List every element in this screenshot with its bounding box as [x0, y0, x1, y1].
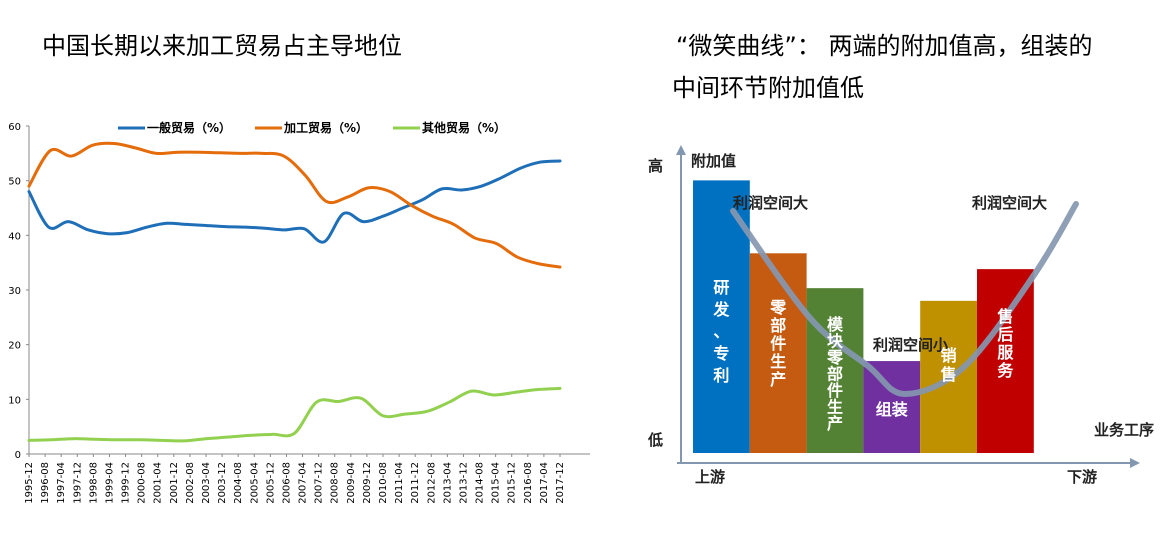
bar-label-6: 售后服务: [997, 307, 1014, 380]
curve-label-left: 利润空间大: [733, 194, 808, 212]
trade-share-line-chart: 0 10 20 30 40 50 60 1995-12 1996-08 1997-04 1997-1…: [8, 120, 590, 504]
x-tick-label: 1996-08: [40, 462, 51, 504]
bar-4: [863, 361, 921, 453]
x-tick-label: 2007-12: [314, 462, 325, 504]
x-axis-title: 业务工序: [1094, 421, 1154, 439]
bar-3: [806, 288, 864, 453]
x-tick-label: 2001-04: [153, 462, 164, 504]
x-tick-label: 2015-04: [491, 462, 502, 504]
y-tick-label: 60: [8, 122, 21, 133]
x-tick-label: 2017-04: [539, 462, 550, 504]
x-axis-arrow: [1130, 458, 1140, 468]
x-tick-label: 2013-04: [442, 462, 453, 504]
y-tick-label: 20: [8, 341, 21, 352]
series-line-3: [27, 386, 562, 443]
x-tick-label: 1997-12: [72, 462, 83, 504]
x-axis-start-label: 上游: [695, 468, 725, 486]
x-tick-label: 2003-12: [217, 462, 228, 504]
bar-1: [693, 180, 750, 453]
x-tick-label: 2006-08: [281, 462, 292, 504]
x-tick-label: 2003-04: [201, 462, 212, 504]
x-tick-label: 2008-08: [330, 462, 341, 504]
y-axis-arrow: [676, 145, 686, 155]
x-tick-label: 2014-08: [475, 462, 486, 504]
bar-label-4: 组装: [876, 400, 908, 419]
right-chart-title-line1: “微笑曲线”： 两端的附加值高，组装的: [676, 32, 1093, 60]
curve-label-right: 利润空间大: [972, 194, 1047, 212]
x-tick-label: 2012-08: [426, 462, 437, 504]
y-tick-label: 0: [15, 450, 21, 461]
y-tick-label: 30: [8, 286, 21, 297]
bar-2: [749, 253, 807, 453]
y-tick-label: 10: [8, 395, 21, 406]
bar-label-3: 模块零部件生产: [826, 315, 844, 433]
series-line-2: [27, 141, 562, 269]
y-axis-high-label: 高: [648, 157, 663, 175]
left-chart-title: 中国长期以来加工贸易占主导地位: [42, 32, 402, 60]
x-tick-label: 1999-04: [104, 462, 115, 504]
legend-label-2: 加工贸易（%）: [283, 120, 368, 135]
x-tick-label: 2007-04: [298, 462, 309, 504]
x-tick-label: 2010-08: [378, 462, 389, 504]
x-tick-label: 2016-08: [523, 462, 534, 504]
x-tick-label: 2002-08: [185, 462, 196, 504]
curve-label-middle: 利润空间小: [873, 336, 948, 354]
x-tick-label: 2005-12: [265, 462, 276, 504]
x-tick-label: 2004-08: [233, 462, 244, 504]
right-chart-title-line2: 中间环节附加值低: [672, 74, 864, 102]
x-tick-label: 2009-04: [346, 462, 357, 504]
bar-5: [920, 300, 977, 453]
x-tick-label: 2015-12: [507, 462, 518, 504]
y-tick-label: 50: [8, 177, 21, 188]
y-axis-low-label: 低: [647, 431, 663, 449]
x-tick-label: 1995-12: [24, 462, 35, 504]
bar-label-1: 研发、专利: [712, 278, 730, 385]
x-tick-label: 2005-04: [249, 462, 260, 504]
x-tick-label: 2011-12: [410, 462, 421, 504]
x-tick-label: 2013-12: [458, 462, 469, 504]
x-axis-end-label: 下游: [1067, 468, 1097, 486]
x-tick-label: 2017-12: [555, 462, 566, 504]
bar-label-5: 销售: [941, 346, 957, 384]
series-line-1: [27, 159, 562, 244]
y-axis-title: 附加值: [691, 152, 736, 170]
smile-curve-line: [730, 201, 1079, 398]
bar-6: [977, 269, 1034, 453]
x-tick-label: 2011-04: [394, 462, 405, 504]
x-tick-label: 2009-12: [362, 462, 373, 504]
bar-label-2: 零部件生产: [769, 298, 787, 389]
legend-label-1: 一般贸易（%）: [147, 120, 231, 135]
x-tick-label: 2001-12: [169, 462, 180, 504]
legend-label-3: 其他贸易（%）: [422, 120, 506, 135]
x-tick-label: 2000-08: [137, 462, 148, 504]
y-tick-label: 40: [8, 231, 21, 242]
x-tick-label: 1999-12: [121, 462, 132, 504]
x-tick-label: 1997-04: [56, 462, 67, 504]
x-tick-label: 1998-08: [88, 462, 99, 504]
